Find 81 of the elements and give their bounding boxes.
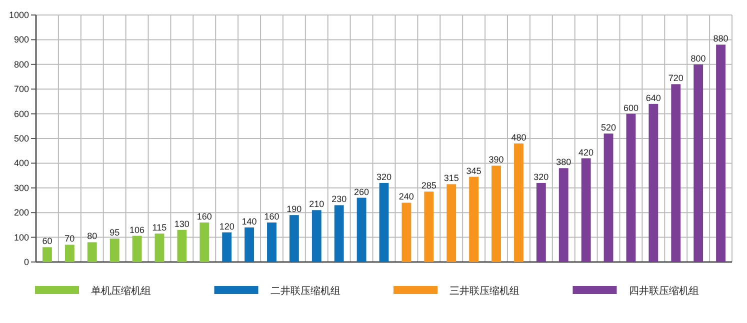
data-label: 140 bbox=[242, 216, 257, 226]
bar bbox=[469, 176, 479, 262]
y-tick-label: 0 bbox=[24, 257, 29, 267]
data-label: 480 bbox=[511, 132, 526, 142]
bar bbox=[356, 198, 366, 262]
data-label: 420 bbox=[578, 147, 594, 158]
bar bbox=[694, 64, 704, 262]
data-label: 345 bbox=[466, 166, 482, 176]
data-label: 320 bbox=[376, 172, 392, 182]
legend-label: 单机压缩机组 bbox=[91, 285, 151, 297]
二井联压缩机组: 120 140 160 190 210 230 260 320 bbox=[219, 172, 392, 262]
bar bbox=[581, 158, 591, 262]
bar bbox=[514, 143, 524, 262]
data-label: 260 bbox=[354, 186, 370, 197]
y-tick-label: 600 bbox=[14, 108, 29, 119]
bar bbox=[200, 222, 210, 262]
y-tick-label: 1000 bbox=[8, 10, 29, 20]
data-label: 380 bbox=[556, 157, 572, 168]
bar bbox=[536, 182, 546, 262]
data-label: 230 bbox=[332, 194, 347, 204]
bar bbox=[312, 210, 322, 262]
y-tick-label: 100 bbox=[14, 232, 29, 242]
bar bbox=[402, 202, 412, 262]
data-label: 130 bbox=[174, 218, 190, 229]
y-tick-label: 500 bbox=[14, 134, 29, 144]
data-label: 240 bbox=[398, 192, 414, 202]
data-label: 520 bbox=[601, 122, 616, 133]
bar bbox=[558, 168, 568, 262]
data-label: 210 bbox=[309, 199, 324, 210]
data-label: 115 bbox=[152, 222, 167, 233]
单机压缩机组: 60 70 80 95 106 115 130 160 bbox=[42, 211, 212, 262]
legend-label: 四井联压缩机组 bbox=[628, 285, 699, 297]
bar bbox=[492, 166, 501, 262]
data-label: 70 bbox=[64, 234, 75, 244]
四井联压缩机组: 320 380 420 520 600 640 720 800 880 bbox=[534, 34, 728, 262]
legend-label: 三井联压缩机组 bbox=[450, 285, 520, 297]
bar bbox=[671, 84, 681, 262]
y-tick-label: 300 bbox=[14, 182, 29, 193]
y-tick-label: 200 bbox=[14, 208, 29, 218]
bar bbox=[42, 247, 52, 262]
bar bbox=[222, 232, 232, 262]
data-label: 880 bbox=[713, 34, 728, 44]
三井联压缩机组: 240 285 315 345 390 480 bbox=[398, 132, 526, 262]
y-tick-label: 400 bbox=[14, 158, 29, 168]
bar bbox=[154, 234, 164, 262]
bar bbox=[289, 215, 299, 262]
bar bbox=[334, 205, 344, 262]
data-label: 160 bbox=[196, 211, 212, 222]
data-label: 320 bbox=[534, 172, 549, 182]
bar bbox=[379, 182, 389, 262]
bar bbox=[244, 227, 254, 262]
bar bbox=[177, 230, 187, 262]
bar bbox=[648, 104, 658, 262]
data-label: 315 bbox=[444, 173, 459, 184]
y-tick-label: 900 bbox=[14, 34, 29, 45]
bar bbox=[87, 242, 97, 262]
bar bbox=[110, 238, 120, 262]
bar bbox=[267, 222, 276, 262]
data-label: 160 bbox=[264, 211, 280, 222]
bar bbox=[716, 44, 726, 262]
bar bbox=[604, 134, 614, 262]
data-label: 60 bbox=[42, 236, 52, 246]
data-label: 120 bbox=[219, 221, 234, 232]
data-label: 800 bbox=[690, 53, 706, 64]
data-label: 106 bbox=[130, 224, 145, 235]
y-tick-label: 800 bbox=[14, 59, 29, 70]
data-label: 285 bbox=[421, 180, 436, 191]
bar bbox=[64, 244, 74, 262]
y-tick-label: 700 bbox=[14, 84, 29, 94]
data-label: 640 bbox=[646, 92, 661, 103]
legend-label: 二井联压缩机组 bbox=[270, 285, 340, 297]
data-label: 390 bbox=[488, 154, 504, 165]
data-label: 95 bbox=[110, 228, 120, 238]
data-label: 190 bbox=[286, 204, 302, 214]
bar bbox=[424, 192, 434, 262]
bar bbox=[132, 236, 142, 262]
data-label: 80 bbox=[87, 231, 98, 242]
data-label: 600 bbox=[623, 102, 638, 113]
bar bbox=[626, 114, 636, 262]
bar bbox=[446, 184, 456, 262]
data-label: 720 bbox=[668, 73, 684, 84]
